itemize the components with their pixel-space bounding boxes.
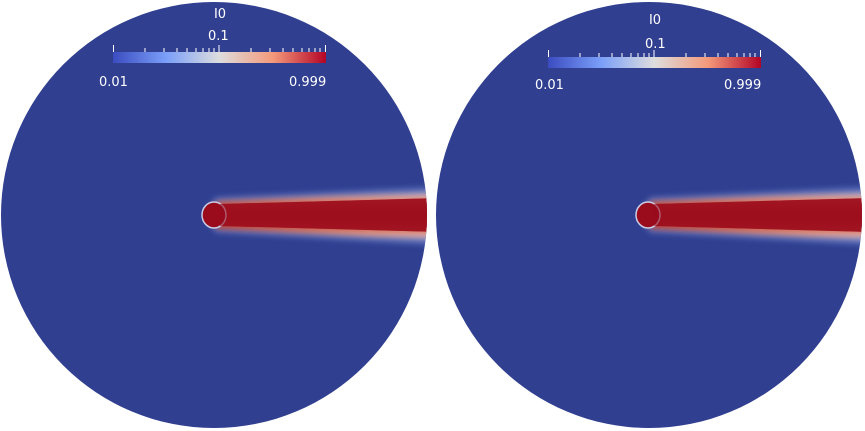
field-plot-right xyxy=(436,2,862,428)
render-view-right[interactable]: I0 0.1 0.01 0.999 xyxy=(433,0,865,431)
field-plot-left xyxy=(1,2,427,428)
scalar-bar-mid-label: 0.1 xyxy=(645,37,666,52)
colorbar xyxy=(113,52,326,63)
scalar-bar-title: I0 xyxy=(213,7,227,22)
scalar-bar-mid-label: 0.1 xyxy=(208,29,229,44)
jet-plume xyxy=(635,186,862,246)
scalar-bar-max-label: 0.999 xyxy=(724,78,762,93)
scalar-bar[interactable] xyxy=(113,45,326,63)
view-divider[interactable] xyxy=(432,0,433,431)
scalar-bar-max-label: 0.999 xyxy=(289,75,327,90)
scalar-bar[interactable] xyxy=(548,50,761,68)
colorbar-ticks xyxy=(548,50,761,57)
colorbar xyxy=(548,57,761,68)
colorbar-ticks xyxy=(113,45,326,52)
scalar-bar-title: I0 xyxy=(648,13,662,28)
scalar-bar-min-label: 0.01 xyxy=(99,75,128,90)
scalar-bar-min-label: 0.01 xyxy=(535,78,564,93)
render-view-left[interactable]: I0 0.1 0.01 0.999 xyxy=(0,0,432,431)
jet-plume xyxy=(201,186,427,246)
